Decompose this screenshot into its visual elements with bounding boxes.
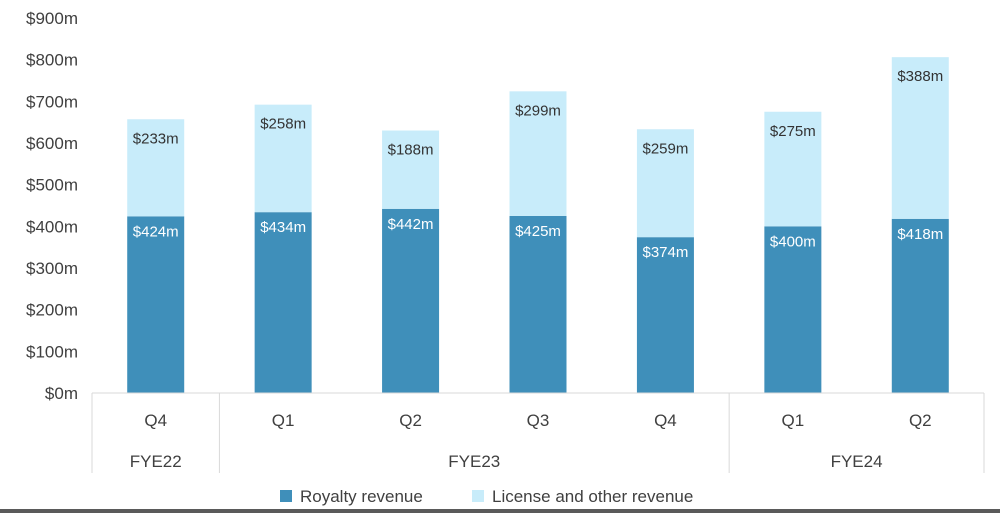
royalty-bar — [636, 237, 694, 393]
legend-swatch — [280, 490, 292, 502]
x-tick-label: Q1 — [782, 411, 805, 430]
data-label: $400m — [770, 233, 816, 250]
license-bar — [891, 57, 949, 219]
y-tick-label: $100m — [26, 342, 78, 361]
legend-swatch — [472, 490, 484, 502]
y-tick-label: $800m — [26, 51, 78, 70]
royalty-bar — [509, 215, 567, 393]
license-bar — [509, 91, 567, 216]
x-tick-label: Q2 — [909, 411, 932, 430]
royalty-bar — [254, 212, 312, 393]
data-label: $233m — [133, 130, 179, 147]
data-label: $434m — [260, 219, 306, 236]
license-bar — [764, 111, 822, 227]
data-label: $424m — [133, 223, 179, 240]
y-tick-label: $0m — [45, 384, 78, 403]
data-label: $188m — [388, 142, 434, 159]
data-label: $374m — [642, 244, 688, 261]
data-label: $425m — [515, 223, 561, 240]
group-label: FYE23 — [448, 452, 500, 471]
data-label: $442m — [388, 216, 434, 233]
license-bar — [127, 119, 185, 217]
data-label: $299m — [515, 102, 561, 119]
royalty-bar — [127, 216, 185, 393]
license-bar — [254, 104, 312, 213]
x-tick-label: Q2 — [399, 411, 422, 430]
x-tick-label: Q4 — [654, 411, 677, 430]
y-tick-label: $700m — [26, 92, 78, 111]
x-tick-label: Q3 — [527, 411, 550, 430]
legend-label: License and other revenue — [492, 487, 693, 506]
data-label: $418m — [897, 226, 943, 243]
y-tick-label: $900m — [26, 9, 78, 28]
royalty-bar — [764, 226, 822, 393]
bottom-border — [0, 509, 1000, 513]
license-bar — [382, 130, 440, 209]
y-tick-label: $300m — [26, 259, 78, 278]
group-label: FYE24 — [831, 452, 883, 471]
data-label: $388m — [897, 68, 943, 85]
data-label: $275m — [770, 123, 816, 140]
license-bar — [636, 129, 694, 238]
y-tick-label: $400m — [26, 217, 78, 236]
y-tick-label: $600m — [26, 134, 78, 153]
royalty-bar — [891, 218, 949, 393]
group-label: FYE22 — [130, 452, 182, 471]
legend-label: Royalty revenue — [300, 487, 423, 506]
royalty-bar — [382, 208, 440, 393]
x-tick-label: Q1 — [272, 411, 295, 430]
y-tick-label: $200m — [26, 301, 78, 320]
y-tick-label: $500m — [26, 176, 78, 195]
x-tick-label: Q4 — [144, 411, 167, 430]
data-label: $258m — [260, 116, 306, 133]
data-label: $259m — [642, 140, 688, 157]
